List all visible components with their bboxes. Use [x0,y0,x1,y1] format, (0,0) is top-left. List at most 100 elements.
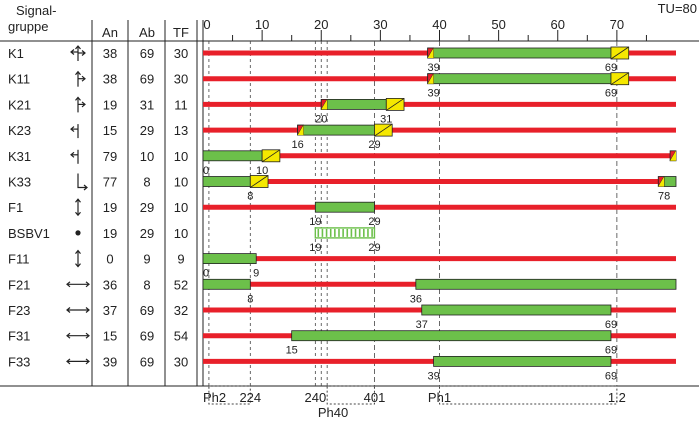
phase-label: 240 [304,390,326,405]
pedestrian-updown-icon [75,198,81,217]
interval-boundary-label: 69 [605,319,617,331]
axis-tick-label: 40 [432,17,446,32]
phase-label: 1.2 [608,390,626,405]
an-value: 38 [103,72,117,87]
signal-row-bsbv1: BSBV1 19 29 10 19 29 [8,226,381,254]
an-value: 38 [103,46,117,61]
pedestrian-updown-icon [75,249,81,268]
pedestrian-leftright-icon [66,358,90,365]
phase-box [208,385,251,405]
an-value: 39 [103,354,117,369]
phase-label: Ph2 [203,390,226,405]
ab-value: 29 [140,200,154,215]
arrow-up-right-icon [75,96,86,113]
interval-boundary-label: 0 [203,165,209,177]
signal-row-k33: K33 77 8 10 8 78 [8,173,677,203]
arrowhead-mark [66,358,71,365]
green-interval [297,124,375,136]
tf-value: 54 [174,329,188,344]
tf-value: 30 [174,72,188,87]
axis-tick-label: 30 [373,17,387,32]
green-interval [291,330,612,342]
signal-group-name: K33 [8,175,31,190]
arrowhead-mark [66,332,71,339]
interval-boundary-label: 15 [286,345,298,357]
signal-row-f33: F33 39 69 30 39 69 [8,354,676,382]
ab-value: 31 [140,97,154,112]
green-interval [433,355,612,367]
tf-value: 10 [174,226,188,241]
interval-boundary-label: 20 [315,113,327,125]
icon-stroke [77,173,87,189]
header-signal-line2: gruppe [8,19,48,34]
signal-group-name: BSBV1 [8,226,50,241]
tf-value: 30 [174,46,188,61]
green-interval [427,47,612,59]
ab-value: 29 [140,226,154,241]
green-interval [421,304,612,316]
interval-boundary-label: 8 [247,293,253,305]
arrowhead-mark [81,50,86,56]
signal-group-name: K1 [8,46,24,61]
pedestrian-leftright-icon [66,332,90,339]
arrowhead-mark [75,45,81,50]
ab-value: 29 [140,123,154,138]
interval-boundary-label: 8 [247,191,253,203]
red-amber-fill [297,125,304,136]
signal-row-k31: K31 79 10 10 0 10 [8,149,677,177]
blink-green-interval [314,227,376,239]
tf-value: 30 [174,354,188,369]
pedestrian-leftright-icon [66,281,90,288]
phase-label: Ph40 [318,405,348,420]
tf-value: 10 [174,149,188,164]
ab-value: 69 [140,329,154,344]
arrow-straight-right-icon [75,70,86,87]
green-interval [415,278,677,290]
signal-group-name: F23 [8,303,30,318]
green-interval [320,99,387,110]
signal-row-f31: F31 15 69 54 15 69 [8,329,676,357]
signal-group-name: F11 [8,252,29,267]
signal-group-name: F33 [8,354,30,369]
red-amber-fill [427,73,434,84]
interval-boundary-label: 31 [380,113,392,125]
signal-group-name: K11 [8,72,30,87]
interval-boundary-label: 0 [203,268,209,280]
yellow-diagonal [374,123,393,137]
arrowhead-mark [81,75,86,82]
signal-group-name: K21 [8,97,31,112]
phase-label: 401 [364,390,386,405]
interval-boundary-label: 29 [368,242,380,254]
header-an: An [102,25,118,40]
bullet-mark [75,230,81,236]
yellow-diagonal [610,72,629,86]
yellow-diagonal [250,175,269,188]
signal-row-f23: F23 37 69 32 37 69 [8,303,676,331]
interval-boundary-label: 69 [605,370,617,382]
interval-boundary-label: 69 [605,62,617,74]
an-value: 19 [103,200,117,215]
an-value: 19 [103,226,117,241]
green-interval [663,176,677,187]
arrow-down-right-icon [77,173,88,191]
interval-boundary-label: 78 [658,191,670,203]
interval-boundary-label: 37 [416,319,428,331]
interval-boundary-label: 19 [309,242,321,254]
ab-value: 69 [140,46,154,61]
signal-group-name: F31 [8,329,30,344]
green-interval [202,278,251,290]
interval-boundary-label: 29 [368,216,380,228]
bullet-icon [75,230,81,236]
interval-boundary-label: 16 [291,139,303,151]
cycle-time-label: TU=80 [658,1,697,16]
interval-boundary-label: 36 [410,293,422,305]
an-value: 19 [103,97,117,112]
tf-value: 32 [174,303,188,318]
tf-value: 9 [177,252,184,267]
signal-row-k11: K11 38 69 30 39 69 [8,70,676,100]
an-value: 36 [103,277,117,292]
signal-group-name: K23 [8,123,31,138]
tf-value: 11 [174,97,188,112]
